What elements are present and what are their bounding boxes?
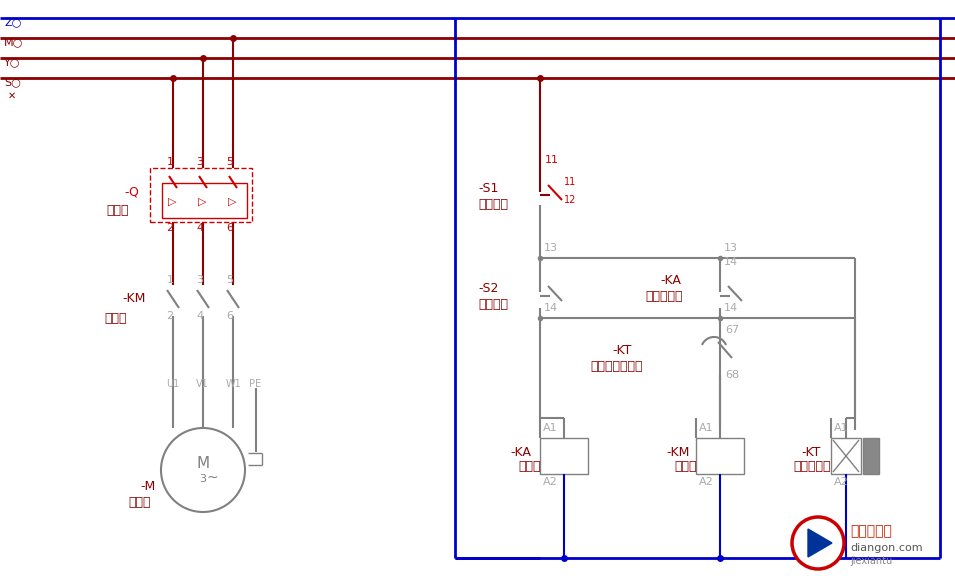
Text: 时间继电器常开: 时间继电器常开 (590, 359, 643, 373)
Text: -KA: -KA (510, 445, 531, 458)
Text: 14: 14 (544, 303, 558, 313)
Text: -Q: -Q (124, 185, 138, 199)
Text: 5: 5 (226, 157, 234, 167)
Text: -KM: -KM (666, 445, 690, 458)
Text: 5: 5 (226, 275, 234, 285)
Text: 继电器常开: 继电器常开 (645, 290, 683, 302)
Text: V1: V1 (196, 379, 209, 389)
Text: W1: W1 (226, 379, 242, 389)
Text: A1: A1 (834, 423, 849, 433)
Text: 电动机: 电动机 (128, 495, 151, 509)
Text: M○: M○ (4, 37, 23, 47)
Text: 13: 13 (544, 243, 558, 253)
Text: 14: 14 (724, 257, 738, 267)
Text: ▷: ▷ (228, 197, 237, 207)
Text: -KT: -KT (801, 445, 820, 458)
Text: 3: 3 (199, 474, 206, 484)
Text: 4: 4 (197, 223, 203, 233)
Text: 1: 1 (166, 157, 174, 167)
Text: 11: 11 (545, 155, 559, 165)
Text: M: M (197, 457, 209, 472)
Text: ~: ~ (206, 471, 218, 485)
Text: 断路器: 断路器 (106, 203, 129, 217)
Text: Y○: Y○ (4, 57, 20, 67)
Text: 继电器: 继电器 (518, 460, 541, 472)
Circle shape (792, 517, 844, 569)
Text: 电工学习网: 电工学习网 (850, 524, 892, 538)
Text: 6: 6 (226, 223, 234, 233)
Text: -S1: -S1 (478, 181, 499, 195)
Text: 6: 6 (226, 311, 234, 321)
Text: 1: 1 (166, 275, 174, 285)
Text: 启动开关: 启动开关 (478, 297, 508, 310)
Text: 3: 3 (197, 157, 203, 167)
Bar (150, 168, 252, 222)
Text: 接触器: 接触器 (104, 312, 126, 324)
Text: 67: 67 (725, 325, 739, 335)
Text: A2: A2 (834, 477, 849, 487)
Text: 2: 2 (166, 311, 174, 321)
Text: A1: A1 (543, 423, 558, 433)
Bar (831, 438, 861, 474)
Text: 68: 68 (725, 370, 739, 380)
Text: 3: 3 (197, 275, 203, 285)
Bar (162, 183, 247, 218)
Text: U1: U1 (166, 379, 180, 389)
Text: -M: -M (140, 480, 156, 494)
Bar (863, 438, 879, 474)
Text: 停止开关: 停止开关 (478, 198, 508, 210)
Text: A2: A2 (543, 477, 558, 487)
Text: 11: 11 (564, 177, 576, 187)
Text: ▷: ▷ (198, 197, 206, 207)
Text: 2: 2 (166, 223, 174, 233)
Text: 时间继电器: 时间继电器 (793, 460, 831, 472)
Text: ▷: ▷ (168, 197, 177, 207)
Text: A2: A2 (699, 477, 713, 487)
Text: diangon.com: diangon.com (850, 543, 923, 553)
Text: 13: 13 (724, 243, 738, 253)
Text: -S2: -S2 (478, 282, 499, 294)
Text: A1: A1 (699, 423, 713, 433)
Text: PE: PE (249, 379, 261, 389)
Polygon shape (808, 529, 832, 557)
Bar (540, 438, 588, 474)
Bar (696, 438, 744, 474)
Text: -KA: -KA (660, 274, 681, 286)
Text: 接触器: 接触器 (674, 460, 696, 472)
Text: -KT: -KT (612, 343, 631, 357)
Text: S○: S○ (4, 77, 21, 87)
Text: 12: 12 (564, 195, 577, 205)
Text: ✕: ✕ (8, 91, 16, 101)
Text: 14: 14 (724, 303, 738, 313)
Text: Z○: Z○ (4, 17, 21, 27)
Text: 4: 4 (197, 311, 203, 321)
Text: -KM: -KM (122, 291, 145, 305)
Text: jiexiantu: jiexiantu (850, 556, 892, 566)
